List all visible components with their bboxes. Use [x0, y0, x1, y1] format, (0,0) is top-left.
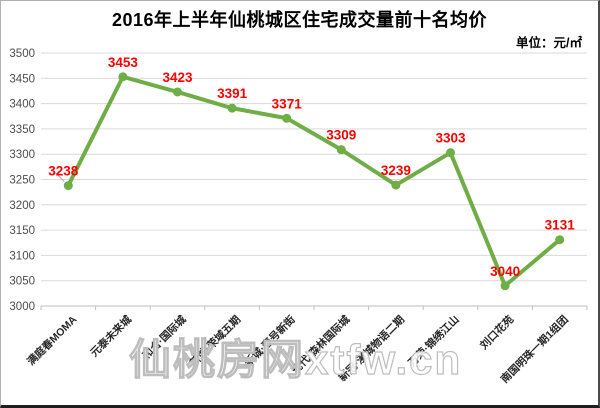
data-point-label: 3239	[381, 163, 411, 178]
data-point-label: 3391	[217, 86, 248, 101]
y-axis-tick-label: 3500	[9, 48, 35, 60]
y-axis-tick-label: 3450	[9, 73, 35, 85]
y-axis-tick-label: 3100	[9, 250, 35, 262]
y-axis-tick-label: 3050	[9, 276, 35, 288]
data-point-label: 3303	[435, 131, 466, 146]
y-axis-tick-label: 3000	[9, 301, 35, 313]
data-point-marker	[227, 103, 237, 113]
x-axis-category-label: 元泰未来城	[88, 313, 135, 360]
data-point-marker	[173, 87, 182, 97]
y-axis-tick-label: 3350	[9, 124, 35, 136]
data-point-label: 3309	[326, 128, 356, 143]
data-point-marker	[118, 72, 128, 82]
data-point-label: 3238	[48, 164, 79, 179]
data-point-label: 3040	[490, 264, 520, 279]
data-point-marker	[336, 145, 346, 155]
data-label-leader-line	[54, 172, 65, 182]
data-point-label: 3371	[272, 96, 303, 111]
y-axis-tick-label: 3250	[9, 175, 35, 187]
data-point-label: 3453	[108, 55, 139, 70]
data-point-marker	[282, 113, 292, 123]
chart-title: 2016年上半年仙桃城区住宅成交量前十名均价	[111, 10, 488, 30]
site-watermark: 仙桃房网xtfw.cn	[129, 336, 462, 383]
data-point-label: 3131	[545, 218, 576, 233]
data-point-marker	[500, 281, 510, 291]
x-axis-category-label: 满庭春MOMA	[24, 313, 79, 368]
y-axis-tick-label: 3150	[9, 225, 35, 237]
series-line	[66, 74, 562, 288]
data-point-marker	[391, 180, 401, 190]
unit-label: 单位：元/㎡	[516, 36, 582, 50]
data-point-marker	[63, 181, 73, 191]
data-point-marker	[446, 148, 455, 158]
data-point-marker	[555, 235, 565, 245]
y-axis-tick-label: 3200	[9, 200, 35, 212]
data-point-label: 3423	[162, 70, 193, 85]
y-axis-tick-label: 3300	[9, 149, 35, 161]
y-axis-tick-label: 3400	[9, 99, 35, 111]
x-axis-category-label: 刘口花苑	[477, 313, 516, 352]
